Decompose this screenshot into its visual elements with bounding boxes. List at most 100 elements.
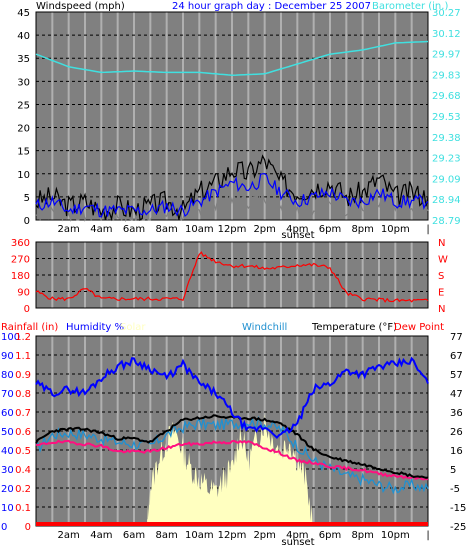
windspeed-gray-line — [35, 191, 429, 223]
humidity-tick-label: 10 — [1, 503, 14, 514]
x-tick-label: 2pm — [253, 530, 275, 541]
y-tick-label: 15 — [17, 147, 30, 158]
rain-tick-label: 1.2 — [15, 332, 31, 343]
x-tick-label: 12pm — [218, 224, 247, 235]
x-tick-label: 10am — [185, 224, 214, 235]
x-tick-label: 8pm — [351, 530, 373, 541]
y2-tick-label: 29.97 — [432, 50, 461, 61]
y2-tick-label: 28.94 — [432, 195, 461, 206]
humidity-tick-label: 0 — [1, 522, 7, 533]
humidity-tick-label: 90 — [1, 351, 14, 362]
x-tick-label: 8pm — [351, 224, 373, 235]
humidity-tick-label: 60 — [1, 408, 14, 419]
x-tick-label: 10pm — [381, 530, 410, 541]
y-tick-label: 5 — [24, 193, 30, 204]
legend-solar: Solar — [120, 322, 146, 333]
rain-tick-label: 0.5 — [15, 446, 31, 457]
y-axis-title: Windspeed (mph) — [36, 1, 125, 12]
y2-tick-label: 29.53 — [432, 112, 461, 123]
compass-label: N — [438, 238, 445, 249]
x-tick-label: 4am — [90, 530, 112, 541]
y-tick-label: 10 — [17, 170, 30, 181]
y-tick-label: 35 — [17, 54, 30, 65]
rain-tick-label: 0.1 — [15, 503, 31, 514]
x-tick-label: 12pm — [218, 530, 247, 541]
y-tick-label: 30 — [17, 77, 30, 88]
humidity-tick-label: 80 — [1, 370, 14, 381]
temp-tick-label: -25 — [450, 522, 466, 533]
y-tick-label: 180 — [11, 271, 30, 282]
compass-label: W — [438, 255, 448, 266]
plot-border-1 — [35, 11, 429, 221]
temp-tick-label: 77 — [450, 332, 463, 343]
compass-label: S — [438, 271, 444, 282]
windspeed-avg-line — [35, 172, 429, 218]
y2-tick-label: 29.23 — [432, 154, 461, 165]
sunset-label: sunset — [281, 537, 314, 548]
x-tick-label: 8am — [156, 530, 178, 541]
rain-tick-label: 0 — [25, 522, 31, 533]
rain-tick-label: 0.8 — [15, 389, 31, 400]
legend-temperature: Temperature (°F) — [311, 322, 397, 333]
humidity-tick-label: 30 — [1, 465, 14, 476]
y-tick-label: 90 — [17, 288, 30, 299]
temp-tick-label: 67 — [450, 351, 463, 362]
chart-title: 24 hour graph day : December 25 2007 — [172, 1, 371, 12]
y-tick-label: 45 — [17, 8, 30, 19]
rain-tick-label: 0.4 — [15, 465, 31, 476]
humidity-tick-label: 20 — [1, 484, 14, 495]
y2-tick-label: 30.12 — [432, 29, 461, 40]
y-tick-label: 0 — [24, 304, 30, 315]
x-tick-label: 2am — [58, 224, 80, 235]
x-tick-label: 2am — [58, 530, 80, 541]
y-tick-label: 25 — [17, 100, 30, 111]
sunset-label: sunset — [281, 230, 314, 241]
windchill-line — [35, 415, 429, 495]
y2-axis-title: Barometer (in.) — [372, 1, 448, 12]
x-tick-label: 8am — [156, 224, 178, 235]
rainfall-bar — [36, 522, 428, 526]
rain-tick-label: 0.6 — [15, 427, 31, 438]
y-tick-label: 20 — [17, 124, 30, 135]
x-tick-label: 6am — [123, 224, 145, 235]
x-tick-label: 10am — [185, 530, 214, 541]
rain-tick-label: 1.1 — [15, 351, 31, 362]
y2-tick-label: 29.09 — [432, 174, 461, 185]
wind-direction-line — [35, 251, 429, 303]
y2-tick-label: 29.83 — [432, 70, 461, 81]
temp-tick-label: 26 — [450, 427, 463, 438]
y-tick-label: 360 — [11, 238, 30, 249]
rain-tick-label: 0.7 — [15, 408, 31, 419]
x-tick-label: 4am — [90, 224, 112, 235]
legend-rainfall: Rainfall (in) — [1, 322, 58, 333]
temp-tick-label: 47 — [450, 389, 463, 400]
solar-area — [147, 413, 314, 526]
y2-tick-label: 29.38 — [432, 133, 461, 144]
temp-tick-label: -15 — [450, 503, 466, 514]
temp-tick-label: 57 — [450, 370, 463, 381]
rain-tick-label: 0.9 — [15, 370, 31, 381]
x-tick-label: 4pm — [286, 224, 308, 235]
compass-label: E — [438, 288, 444, 299]
humidity-line — [35, 356, 429, 440]
y-tick-label: 40 — [17, 31, 30, 42]
temp-tick-label: -5 — [450, 484, 460, 495]
legend-humidity: Humidity % — [66, 322, 124, 333]
temperature-line — [35, 414, 429, 479]
dewpoint-line — [35, 439, 429, 481]
humidity-tick-label: 70 — [1, 389, 14, 400]
x-tick-mark: | — [426, 224, 429, 235]
humidity-tick-label: 40 — [1, 446, 14, 457]
y2-tick-label: 29.68 — [432, 91, 461, 102]
temp-tick-label: 36 — [450, 408, 463, 419]
x-tick-label: 6am — [123, 530, 145, 541]
legend-dewpoint: Dew Point — [394, 322, 444, 333]
temp-tick-label: 5 — [450, 465, 456, 476]
x-tick-mark: | — [426, 530, 429, 541]
compass-label: N — [438, 304, 445, 315]
y-tick-label: 270 — [11, 255, 30, 266]
y-tick-label: 0 — [24, 216, 30, 227]
humidity-tick-label: 100 — [1, 332, 20, 343]
legend-windchill: Windchill — [242, 322, 287, 333]
